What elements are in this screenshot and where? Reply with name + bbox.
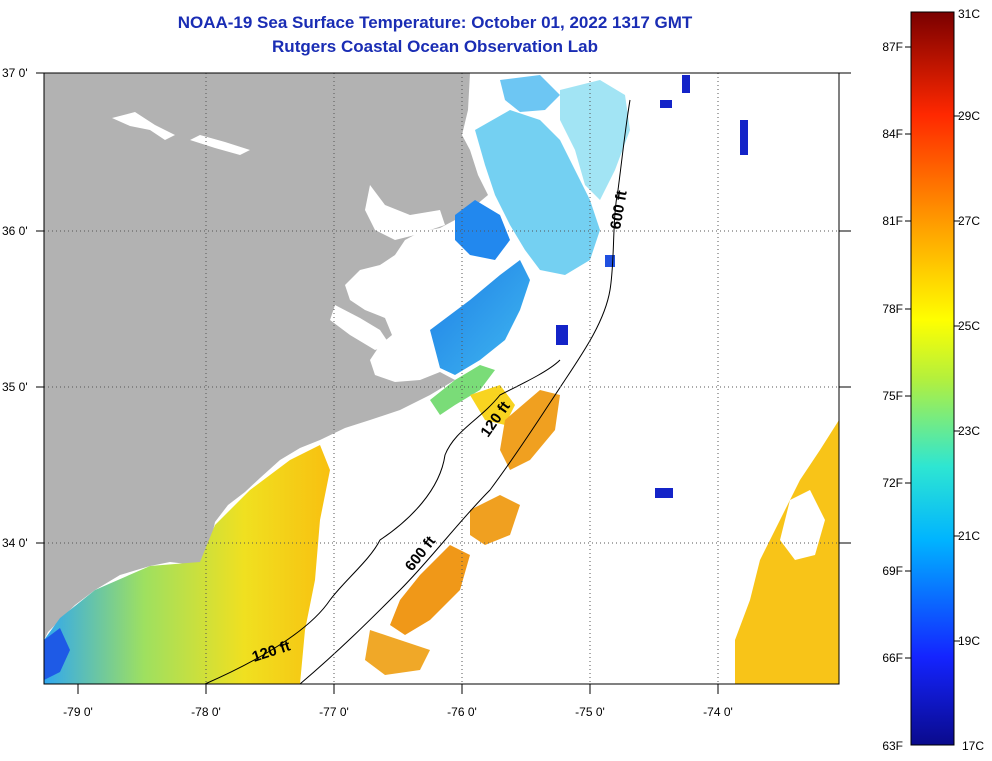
sst-speck <box>740 120 748 155</box>
sst-gulf-stream <box>470 385 515 425</box>
sst-sound-patch <box>430 260 530 375</box>
sst-outer-banks <box>560 80 630 200</box>
sst-southern-shelf <box>44 445 330 684</box>
lon-label: -74 0' <box>703 705 733 719</box>
land-sound <box>365 185 445 240</box>
lat-label: 36 0' <box>2 224 28 238</box>
lat-label: 35 0' <box>2 380 28 394</box>
colorbar-f-label: 72F <box>882 476 903 490</box>
colorbar-c-label: 31C <box>958 7 980 21</box>
colorbar-c-label: 27C <box>958 214 980 228</box>
lat-label: 34 0' <box>2 536 28 550</box>
sst-offshore-warm <box>780 490 825 560</box>
sst-speck <box>556 325 568 345</box>
isobath-label-600-north: 600 ft <box>607 189 631 231</box>
colorbar-f-label: 78F <box>882 302 903 316</box>
sst-offshore-warm <box>735 420 839 684</box>
map-title: NOAA-19 Sea Surface Temperature: October… <box>177 13 693 32</box>
land-river <box>112 112 175 140</box>
lon-label: -77 0' <box>319 705 349 719</box>
colorbar-c-label: 25C <box>958 319 980 333</box>
colorbar-f-label: 81F <box>882 214 903 228</box>
colorbar-f-label: 69F <box>882 564 903 578</box>
colorbar-c-label: 21C <box>958 529 980 543</box>
colorbar-f-label: 87F <box>882 40 903 54</box>
land-sound <box>330 305 390 350</box>
colorbar-c-label: 19C <box>958 634 980 648</box>
lat-label: 37 0' <box>2 66 28 80</box>
colorbar-f-label: 66F <box>882 651 903 665</box>
sst-speck <box>682 75 690 93</box>
map-border <box>43 72 840 685</box>
sst-speck <box>605 255 615 267</box>
sst-outer-banks <box>475 110 600 275</box>
isobath-600ft <box>299 99 631 685</box>
sst-gulf-stream <box>470 495 520 545</box>
colorbar-c-label: 17C <box>962 739 984 753</box>
map-subtitle: Rutgers Coastal Ocean Observation Lab <box>272 37 598 56</box>
axis-ticks <box>36 72 851 694</box>
sst-gulf-stream <box>390 545 470 635</box>
lon-label: -76 0' <box>447 705 477 719</box>
lon-label: -79 0' <box>63 705 93 719</box>
sst-gulf-stream <box>365 630 430 675</box>
colorbar-f-label: 63F <box>882 739 903 753</box>
sst-speck <box>655 488 673 498</box>
colorbar-f-label: 84F <box>882 127 903 141</box>
sst-data <box>44 75 839 684</box>
colorbar-c-label: 29C <box>958 109 980 123</box>
sst-coast-patch <box>44 628 70 680</box>
sst-sound-patch <box>455 200 510 260</box>
land-river <box>190 135 250 155</box>
lon-label: -75 0' <box>575 705 605 719</box>
map-gridlines <box>44 73 839 684</box>
colorbar-c-label: 23C <box>958 424 980 438</box>
colorbar-f-label: 75F <box>882 389 903 403</box>
sst-speck <box>660 100 672 108</box>
sst-outer-banks <box>500 75 560 112</box>
lon-label: -78 0' <box>191 705 221 719</box>
colorbar-ticks <box>905 46 960 659</box>
colorbar <box>910 11 955 746</box>
isobath-120ft <box>204 359 561 685</box>
